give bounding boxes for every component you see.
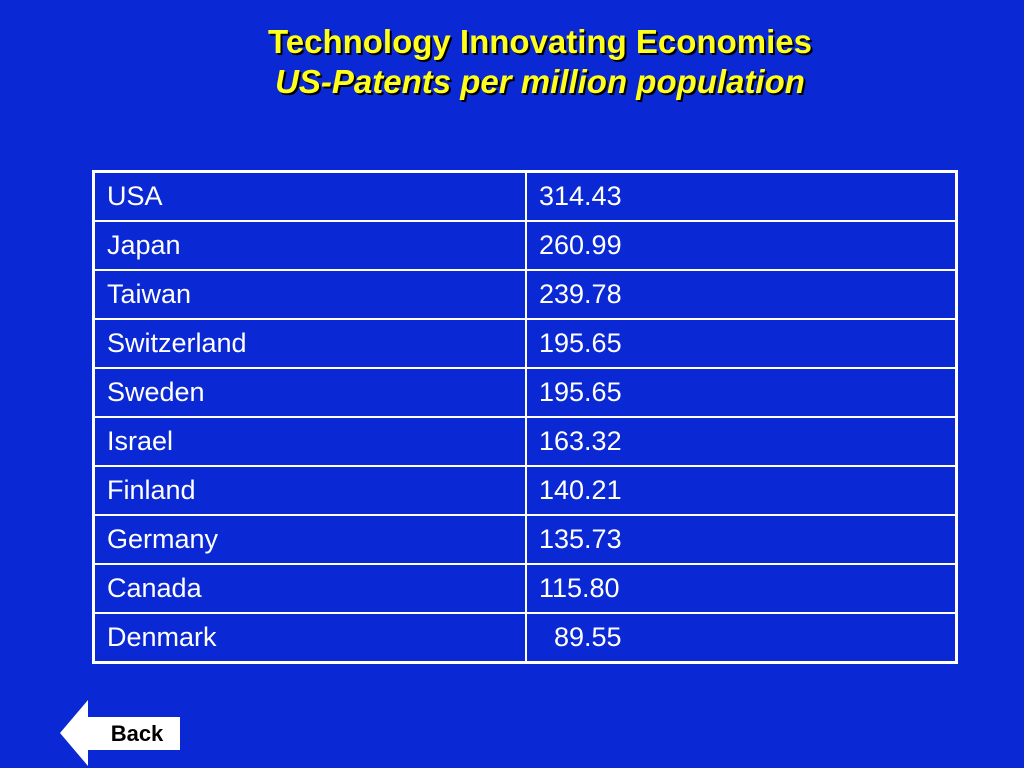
country-cell: Israel: [92, 416, 527, 467]
patents-table: USA 314.43 Japan 260.99 Taiwan 239.78 Sw…: [92, 170, 958, 664]
table-row: Denmark 89.55: [92, 612, 958, 664]
table-row: Switzerland 195.65: [92, 318, 958, 369]
value-cell: 195.65: [525, 367, 958, 418]
value-cell: 239.78: [525, 269, 958, 320]
table-row: Sweden 195.65: [92, 367, 958, 418]
value-cell: 89.55: [525, 612, 958, 664]
table-row: Finland 140.21: [92, 465, 958, 516]
value-cell: 163.32: [525, 416, 958, 467]
back-label: Back: [110, 721, 164, 746]
country-cell: Taiwan: [92, 269, 527, 320]
table-row: Germany 135.73: [92, 514, 958, 565]
country-cell: USA: [92, 170, 527, 222]
back-button[interactable]: Back: [60, 700, 182, 766]
value-cell: 195.65: [525, 318, 958, 369]
table-row: Japan 260.99: [92, 220, 958, 271]
country-cell: Japan: [92, 220, 527, 271]
country-cell: Germany: [92, 514, 527, 565]
value-cell: 314.43: [525, 170, 958, 222]
value-cell: 140.21: [525, 465, 958, 516]
value-cell: 260.99: [525, 220, 958, 271]
value-cell: 115.80: [525, 563, 958, 614]
table-row: Taiwan 239.78: [92, 269, 958, 320]
country-cell: Canada: [92, 563, 527, 614]
country-cell: Finland: [92, 465, 527, 516]
country-cell: Switzerland: [92, 318, 527, 369]
table-row: Israel 163.32: [92, 416, 958, 467]
slide-title: Technology Innovating Economies US-Paten…: [0, 22, 1024, 102]
country-cell: Sweden: [92, 367, 527, 418]
title-main: Technology Innovating Economies: [268, 23, 812, 60]
value-cell: 135.73: [525, 514, 958, 565]
table-row: USA 314.43: [92, 170, 958, 222]
title-subtitle: US-Patents per million population: [275, 63, 805, 100]
back-arrow-icon: [60, 700, 180, 766]
table-row: Canada 115.80: [92, 563, 958, 614]
country-cell: Denmark: [92, 612, 527, 664]
